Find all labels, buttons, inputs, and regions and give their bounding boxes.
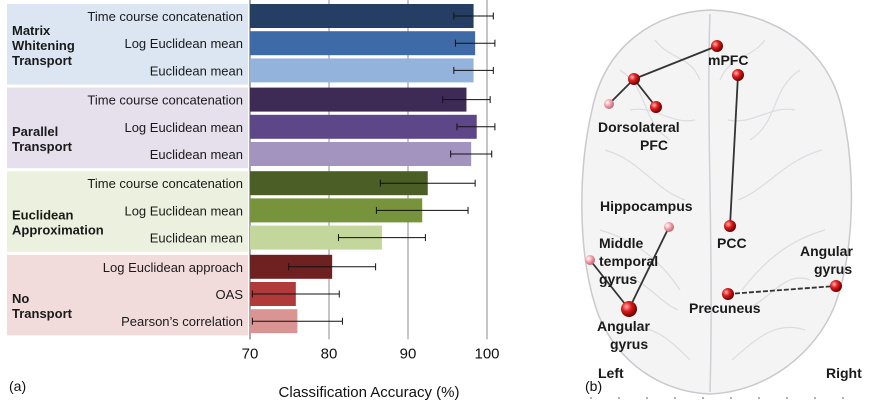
label-precuneus: Precuneus — [689, 300, 761, 316]
edge-mpfc-pcc — [729, 74, 739, 227]
edge-mtg-angular — [589, 259, 630, 310]
brain-network-figure: mPFC Dorsolateral PFC Hippocampus Middle… — [581, 9, 862, 399]
bar-label: Time course concatenation — [87, 93, 243, 108]
group-background — [7, 171, 248, 252]
bar — [250, 142, 472, 166]
x-axis: Classification Accuracy (%) 70 80 90 100 — [242, 345, 500, 401]
edge-precuneus-angular — [727, 285, 837, 295]
node-mtg — [585, 255, 595, 265]
label-dlpfc-2: PFC — [640, 137, 668, 153]
label-angular-right-1: Angular — [800, 243, 853, 259]
panel-label-b: (b) — [585, 378, 602, 394]
x-tick-label: 90 — [400, 345, 417, 362]
group-name: Transport — [12, 306, 73, 321]
group-name: Transport — [12, 53, 73, 68]
bars — [250, 4, 496, 334]
label-angular-left-2: gyrus — [610, 336, 648, 352]
bar — [250, 58, 474, 83]
edge-hippocampus-angular — [628, 226, 670, 310]
x-tick-label: 80 — [321, 345, 338, 362]
node-dlpfc-a — [628, 73, 640, 85]
edge-mpfc-dlpfc — [633, 45, 718, 80]
label-dlpfc-1: Dorsolateral — [598, 119, 680, 135]
brain-network-panel: mPFC Dorsolateral PFC Hippocampus Middle… — [560, 0, 870, 402]
bar-label: Log Euclidean mean — [124, 36, 243, 51]
node-angular-left — [621, 301, 637, 317]
node-mpfc — [711, 40, 723, 52]
label-left: Left — [598, 365, 624, 381]
label-mtg-3: gyrus — [599, 271, 637, 287]
label-mpfc: mPFC — [708, 52, 748, 68]
node-dlpfc-b — [650, 101, 662, 113]
bar-label: OAS — [216, 287, 244, 302]
region-labels: mPFC Dorsolateral PFC Hippocampus Middle… — [597, 52, 862, 381]
group-background — [7, 4, 248, 85]
x-axis-label: Classification Accuracy (%) — [279, 384, 460, 401]
bar — [250, 114, 477, 139]
bar — [250, 87, 467, 112]
node-precuneus — [722, 288, 734, 300]
node-dlpfc-c — [604, 99, 614, 109]
group-name: No — [12, 291, 29, 306]
node-angular-right — [830, 280, 842, 292]
bar-label: Log Euclidean mean — [124, 203, 243, 218]
label-hippocampus: Hippocampus — [600, 198, 693, 214]
node-pcc — [724, 220, 736, 232]
bar-label: Pearson’s correlation — [121, 314, 243, 329]
label-mtg-2: temporal — [599, 253, 658, 269]
bar-label: Time course concatenation — [87, 176, 243, 191]
label-mtg-1: Middle — [599, 235, 644, 251]
panel-label-a: (a) — [9, 378, 26, 394]
bar — [250, 4, 474, 28]
group-background — [7, 87, 248, 169]
bar-label: Euclidean mean — [150, 147, 243, 162]
node-hippocampus — [664, 222, 674, 232]
x-tick-label: 70 — [242, 345, 259, 362]
group-name: Whitening — [12, 38, 75, 53]
group-name: Transport — [12, 139, 73, 154]
group-name: Approximation — [12, 223, 104, 238]
bar-chart-panel: Matrix Whitening Transport Time course conc… — [7, 0, 500, 401]
bar-label: Euclidean mean — [150, 63, 243, 78]
node-mpfc-2 — [732, 69, 744, 81]
bar-label: Euclidean mean — [150, 231, 243, 246]
group-name: Euclidean — [12, 208, 73, 223]
group-background — [7, 254, 248, 336]
group-backgrounds — [7, 4, 248, 336]
bar-label: Time course concatenation — [87, 9, 243, 24]
label-right: Right — [826, 365, 862, 381]
brain-surface — [581, 9, 860, 399]
bar — [250, 31, 476, 56]
bar-label: Log Euclidean approach — [103, 260, 243, 275]
group-name: Matrix — [12, 23, 51, 38]
label-pcc: PCC — [717, 235, 747, 251]
bar-label: Log Euclidean mean — [124, 120, 243, 135]
group-name: Parallel — [12, 124, 58, 139]
x-tick-label: 100 — [474, 345, 499, 362]
network-nodes — [585, 40, 842, 317]
label-angular-right-2: gyrus — [814, 261, 852, 277]
label-angular-left-1: Angular — [597, 318, 650, 334]
